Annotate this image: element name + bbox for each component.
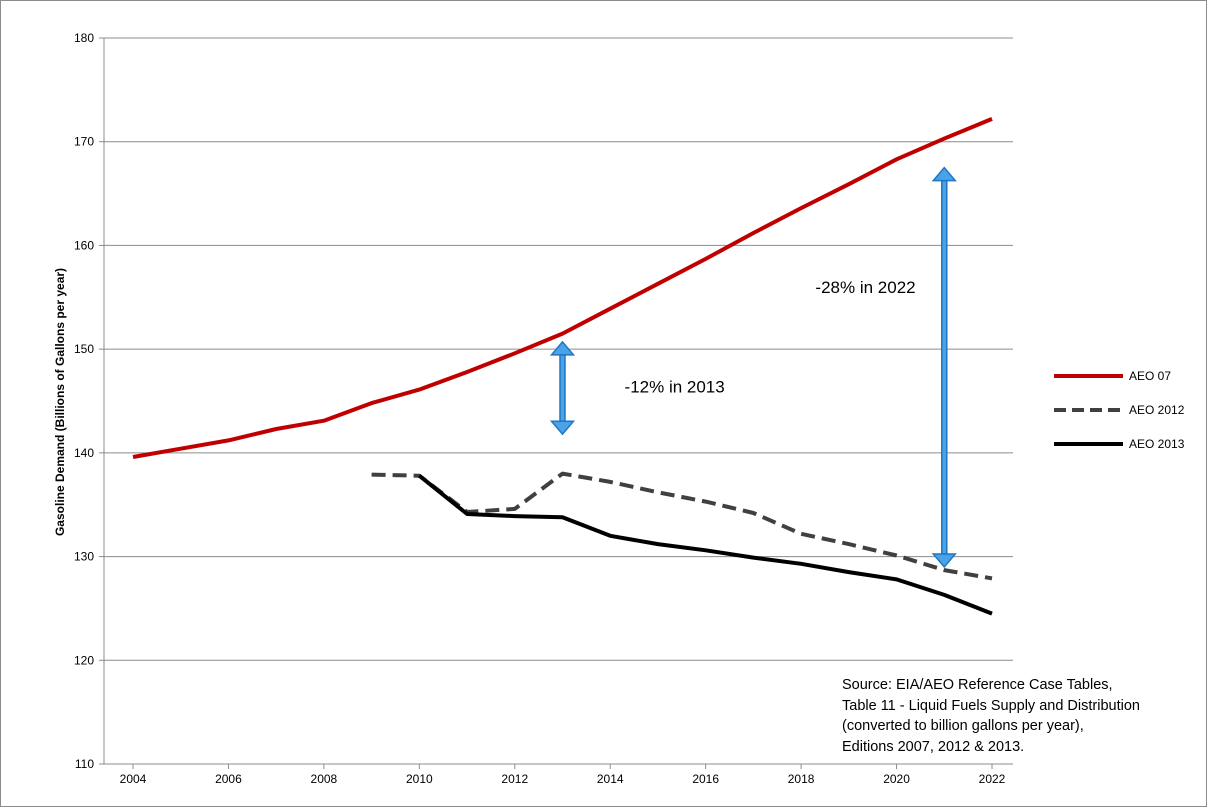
legend-label: AEO 07 — [1129, 369, 1171, 383]
arrow-head-up — [931, 166, 957, 182]
source-line: (converted to billion gallons per year), — [842, 718, 1084, 734]
x-tick-label: 2012 — [501, 772, 528, 786]
gridlines — [104, 37, 1013, 765]
x-tick-label: 2022 — [979, 772, 1006, 786]
annotation-text: -12% in 2013 — [625, 377, 725, 396]
y-tick-label: 140 — [74, 446, 94, 460]
arrow-shaft — [559, 354, 566, 422]
y-tick-label: 160 — [74, 238, 94, 252]
source-line: Editions 2007, 2012 & 2013. — [842, 738, 1025, 755]
series-lines — [132, 117, 993, 616]
y-tick-label: 180 — [74, 31, 94, 45]
x-tick-label: 2010 — [406, 772, 433, 786]
y-tick-label: 170 — [74, 135, 94, 149]
arrow-shaft — [941, 179, 948, 555]
series-line-aeo-07 — [132, 117, 993, 459]
source-line: Source: EIA/AEO Reference Case Tables, — [842, 677, 1113, 693]
y-tick-label: 150 — [74, 342, 94, 356]
annotation-text: -28% in 2022 — [815, 278, 915, 297]
source-note: Source: EIA/AEO Reference Case Tables, T… — [842, 675, 1202, 757]
series-line-aeo-2013 — [418, 474, 993, 616]
legend-label: AEO 2013 — [1129, 437, 1185, 451]
x-tick-label: 2006 — [215, 772, 242, 786]
legend-label: AEO 2012 — [1129, 403, 1185, 417]
y-axis-label: Gasoline Demand (Billions of Gallons per… — [53, 268, 67, 536]
y-tick-labels: 110 120 130 140 150 160 170 180 — [74, 31, 94, 771]
x-tick-label: 2014 — [597, 772, 624, 786]
x-tick-label: 2016 — [692, 772, 719, 786]
x-tick-labels: 2004 2006 2008 2010 2012 2014 2016 2018 2020 2022 — [120, 772, 1006, 786]
source-line: Table 11 - Liquid Fuels Supply and Distr… — [842, 697, 1140, 714]
arrow-head-up — [549, 340, 576, 356]
x-tick-label: 2020 — [883, 772, 910, 786]
y-tick-label: 130 — [74, 550, 94, 564]
series-line-aeo-2012 — [371, 471, 993, 581]
x-tick-label: 2008 — [311, 772, 338, 786]
double-arrow — [931, 166, 957, 569]
y-tick-label: 110 — [75, 757, 94, 771]
x-tick-label: 2018 — [788, 772, 815, 786]
y-tick-label: 120 — [74, 653, 94, 667]
annotation-arrows: -12% in 2013 -28% in 2022 — [549, 166, 957, 569]
arrow-head-down — [549, 420, 576, 436]
double-arrow — [549, 340, 576, 436]
x-tick-label: 2004 — [120, 772, 147, 786]
legend: AEO 07 AEO 2012 AEO 2013 — [1054, 369, 1185, 451]
arrow-head-down — [931, 553, 957, 569]
axes — [99, 37, 1013, 769]
